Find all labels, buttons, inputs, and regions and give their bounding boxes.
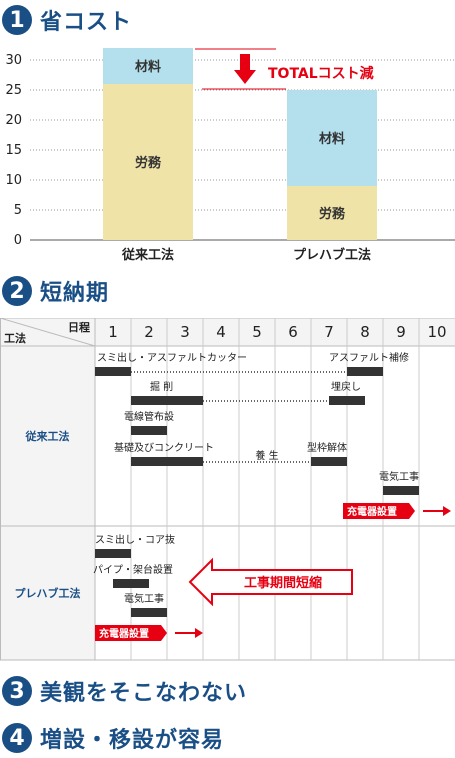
section-number: 2 — [2, 276, 32, 306]
category-label: 従来工法 — [121, 247, 174, 263]
milestone-label: 充電器設置 — [347, 505, 397, 518]
bar-segment — [287, 186, 377, 240]
category-label: プレハブ工法 — [293, 247, 371, 263]
task-label: パイプ・架台設置 — [93, 563, 173, 576]
task-label: 電気工事 — [379, 470, 419, 483]
milestone-label: 充電器設置 — [99, 627, 149, 640]
section-title: 短納期 — [40, 281, 110, 306]
cost-reduction-annotation: TOTALコスト減 — [268, 65, 374, 82]
bar-segment-label: 材料 — [319, 131, 345, 147]
section-title: 増設・移設が容易 — [40, 728, 225, 753]
down-arrow-icon — [234, 54, 256, 84]
header-row-bg — [0, 318, 455, 346]
section-heading-appearance: 3 美観をそこなわない — [2, 675, 247, 707]
task-bar — [95, 549, 131, 558]
section-heading-cost: 1 省コスト — [2, 4, 132, 36]
y-tick-label: 25 — [5, 83, 22, 98]
day-header: 3 — [180, 323, 190, 341]
day-header: 9 — [396, 323, 406, 341]
task-label: スミ出し・コア抜 — [95, 533, 175, 546]
task-label: 埋戻し — [331, 380, 361, 393]
day-header: 8 — [360, 323, 370, 341]
section-title: 美観をそこなわない — [40, 681, 248, 706]
task-bar — [329, 396, 365, 405]
method-label: 従来工法 — [25, 429, 70, 443]
header-method-label: 工法 — [4, 331, 26, 345]
task-bar — [311, 457, 347, 466]
task-label: 電気工事 — [124, 592, 164, 605]
task-bar — [347, 367, 383, 376]
task-label: 電線管布設 — [124, 410, 174, 423]
section-heading-expansion: 4 増設・移設が容易 — [2, 722, 224, 754]
section-title: 省コスト — [40, 10, 133, 35]
curing-label: 養 生 — [255, 449, 278, 462]
task-bar — [131, 426, 167, 435]
method-label: プレハブ工法 — [15, 586, 81, 600]
bar-segment-label: 労務 — [135, 155, 162, 171]
bar-segment — [287, 90, 377, 186]
day-header: 2 — [144, 323, 154, 341]
header-schedule-label: 日程 — [68, 320, 90, 334]
y-tick-label: 15 — [5, 143, 22, 158]
day-header: 1 — [108, 323, 118, 341]
task-label: 基礎及びコンクリート — [114, 441, 214, 454]
day-header: 5 — [252, 323, 262, 341]
day-header: 6 — [288, 323, 298, 341]
cost-annotation: TOTALコスト減 — [195, 48, 374, 90]
shortening-annotation: 工事期間短縮 — [244, 575, 322, 591]
left-arrow-icon — [188, 557, 353, 607]
cost-grid: 0 5 10 15 20 25 30 — [5, 53, 455, 248]
task-bar — [95, 367, 131, 376]
task-label: 掘 削 — [150, 380, 173, 393]
day-header: 7 — [324, 323, 334, 341]
method-column-bg — [0, 346, 95, 660]
section-heading-delivery: 2 短納期 — [2, 275, 109, 307]
day-header: 4 — [216, 323, 226, 341]
task-bar — [131, 457, 203, 466]
task-bar — [131, 608, 167, 617]
milestone-badge — [343, 503, 415, 519]
y-tick-label: 20 — [5, 113, 22, 128]
milestone-badge — [95, 625, 167, 641]
task-label: スミ出し・アスファルトカッター — [97, 351, 247, 364]
section-number: 4 — [2, 723, 32, 753]
section-number: 1 — [2, 5, 32, 35]
section-number: 3 — [2, 676, 32, 706]
task-bar — [383, 486, 419, 495]
bar-segment — [103, 48, 193, 84]
right-arrow-icon — [423, 506, 451, 516]
y-tick-label: 0 — [14, 233, 22, 248]
bar-segment — [103, 84, 193, 240]
task-bar — [113, 579, 149, 588]
bar-segment-label: 材料 — [135, 59, 161, 75]
task-label: アスファルト補修 — [329, 351, 409, 364]
right-arrow-icon — [175, 628, 203, 638]
diagonal-line — [0, 318, 96, 347]
day-header: 10 — [427, 323, 446, 341]
bar-segment-label: 労務 — [319, 206, 346, 222]
y-tick-label: 10 — [5, 173, 22, 188]
y-tick-label: 5 — [14, 203, 22, 218]
task-label: 型枠解体 — [307, 441, 347, 454]
y-tick-label: 30 — [5, 53, 22, 68]
task-bar — [131, 396, 203, 405]
